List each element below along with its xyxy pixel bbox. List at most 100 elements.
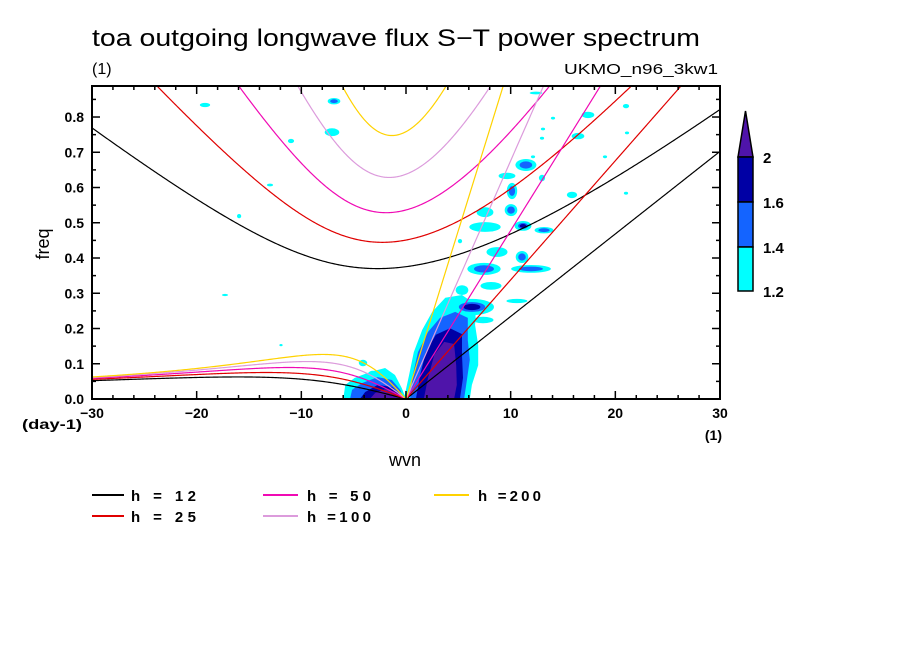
x-tick-label: −30 [80, 405, 104, 421]
inertia-gravity-n1-curve-h200 [341, 86, 447, 137]
legend-label: h = 25 [131, 509, 196, 526]
contour-blob-1.2 [581, 111, 595, 119]
colorbar-label: 1.6 [763, 195, 784, 212]
plot-frame [91, 85, 721, 400]
contour-blob-1.4 [538, 228, 550, 233]
colorbar-label: 1.4 [763, 240, 785, 257]
inertia-gravity-n1-curve-h100 [297, 86, 492, 179]
legend-entry-h12: h = 12 [92, 488, 196, 505]
contour-blob-1.2 [550, 116, 556, 120]
y-axis-units: (day-1) [22, 416, 82, 432]
model-run-label: UKMO_n96_3kw1 [564, 61, 718, 78]
y-axis-label: freq [33, 228, 53, 259]
contour-blob-1.2 [476, 207, 494, 218]
rossby-n1-curve-h12 [92, 376, 407, 399]
y-tick-label: 0.7 [65, 144, 85, 160]
contour-blob-1.2 [538, 174, 546, 182]
contour-blob-1.4 [518, 253, 526, 261]
contour-blob-1.2 [199, 102, 211, 108]
tick-labels: −30 −20 −10 0 10 20 30 0.0 0.1 0.2 0.3 0.4 0.5 0.6 0.7… [65, 109, 728, 421]
contour-blob-1.2 [480, 282, 502, 290]
colorbar: 2 1.6 1.4 1.2 [737, 110, 785, 301]
x-axis-units: (1) [705, 427, 722, 443]
contour-blob-1.6 [463, 303, 481, 311]
contour-blob-1.2 [539, 136, 545, 140]
legend-label: h = 50 [307, 488, 371, 505]
chart-subtitle-units: (1) [92, 61, 112, 78]
colorbar-extend-max [737, 110, 754, 158]
contour-blob-1.2 [530, 155, 536, 159]
legend-label: h =100 [307, 509, 371, 526]
legend-label: h = 12 [131, 488, 196, 505]
legend-entry-h25: h = 25 [92, 509, 196, 526]
kelvin-curve-h12 [405, 150, 720, 399]
inertia-gravity-n1-curve-h50 [238, 86, 551, 214]
x-tick-label: 20 [608, 405, 624, 421]
contour-blob-1.4 [519, 161, 533, 169]
contour-blob-1.2 [498, 172, 516, 180]
contour-blob-1.2 [221, 293, 229, 297]
dispersion-curves [92, 86, 720, 399]
y-tick-label: 0.5 [65, 215, 85, 231]
y-tick-label: 0.2 [65, 321, 85, 337]
contour-blob-1.2 [279, 344, 283, 347]
contour-blob-1.2 [266, 183, 274, 187]
kelvin-curve-h200 [405, 86, 504, 399]
legend: h = 12 h = 25 h = 50 h =100 h =200 [92, 488, 541, 526]
x-tick-label: −10 [289, 405, 313, 421]
rossby-n1-curve-h200 [92, 353, 407, 399]
x-tick-label: 30 [712, 405, 728, 421]
colorbar-bin-1.2-1.4 [737, 246, 754, 292]
rossby-n1-curve-h25 [92, 371, 407, 399]
contour-blob-1.2 [455, 285, 469, 295]
y-tick-label: 0.3 [65, 285, 85, 301]
contour-blob-1.2 [287, 138, 295, 144]
contour-blob-1.4 [474, 265, 494, 273]
y-tick-label: 0.0 [65, 391, 85, 407]
contour-blob-1.2 [566, 191, 578, 199]
chart-title: toa outgoing longwave flux S−T power spe… [92, 25, 700, 52]
contour-blob-1.2 [602, 155, 608, 159]
inertia-gravity-n1-curve-h12 [92, 108, 720, 270]
contour-blob-1.2 [469, 222, 501, 232]
colorbar-bin-1.4-1.6 [737, 201, 754, 248]
legend-label: h =200 [478, 488, 541, 505]
colorbar-label: 1.2 [763, 284, 784, 301]
colorbar-label: 2 [763, 150, 771, 167]
kelvin-curve-h100 [405, 86, 545, 399]
contour-blob-1.2 [540, 127, 546, 131]
y-tick-label: 0.6 [65, 180, 85, 196]
contour-blob-1.2 [472, 316, 494, 324]
rossby-n1-curve-h50 [92, 366, 407, 399]
x-tick-label: −20 [185, 405, 209, 421]
contour-blob-1.2 [623, 191, 629, 195]
y-tick-label: 0.4 [65, 250, 85, 266]
colorbar-bin-1.6-2 [737, 156, 754, 203]
rossby-n1-curve-h100 [92, 360, 407, 399]
contour-blob-1.2 [624, 131, 630, 135]
contour-blob-1.2 [368, 370, 378, 375]
kelvin-curve-h25 [405, 86, 682, 399]
contour-blob-1.2 [237, 214, 242, 219]
y-tick-label: 0.8 [65, 109, 85, 125]
contour-blob-1.4 [330, 99, 338, 104]
contour-blob-1.2 [457, 239, 463, 244]
contour-blob-1.4 [507, 206, 515, 214]
contour-blob-1.4 [519, 266, 543, 272]
x-tick-label: 0 [402, 405, 410, 421]
x-axis-label: wvn [388, 450, 421, 470]
y-tick-label: 0.1 [65, 356, 85, 372]
inertia-gravity-n1-curve-h25 [156, 86, 633, 243]
x-tick-label: 10 [503, 405, 519, 421]
contour-blob-1.2 [529, 91, 543, 95]
legend-entry-h200: h =200 [434, 488, 541, 505]
kelvin-curve-h50 [405, 86, 602, 399]
contour-blob-1.2 [506, 298, 528, 304]
legend-entry-h50: h = 50 [263, 488, 371, 505]
contour-region-eastward-kelvin-band-2 [423, 341, 457, 399]
contour-field [199, 91, 630, 399]
contour-blob-1.2 [622, 104, 630, 109]
legend-entry-h100: h =100 [263, 509, 371, 526]
